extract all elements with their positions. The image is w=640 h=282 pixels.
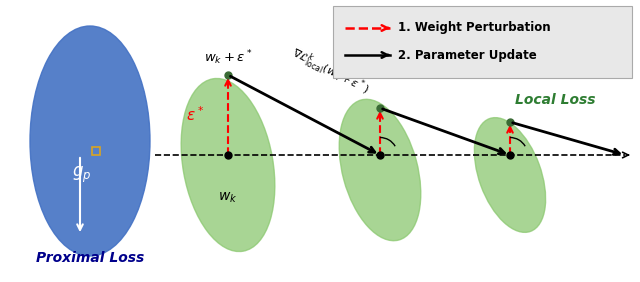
- Text: Proximal Loss: Proximal Loss: [36, 251, 144, 265]
- Text: Local Loss: Local Loss: [515, 93, 595, 107]
- Text: $w_k$: $w_k$: [218, 191, 237, 205]
- Ellipse shape: [181, 78, 275, 252]
- Ellipse shape: [474, 118, 546, 232]
- Text: $\nabla\mathcal{L}^k_{\mathrm{local}}(w_k+\epsilon^*)$: $\nabla\mathcal{L}^k_{\mathrm{local}}(w_…: [288, 44, 372, 100]
- Text: 1. Weight Perturbation: 1. Weight Perturbation: [398, 21, 550, 34]
- Text: $g_p$: $g_p$: [72, 165, 92, 185]
- Text: $w_k + \epsilon^*$: $w_k + \epsilon^*$: [204, 49, 252, 67]
- Ellipse shape: [339, 99, 420, 241]
- Ellipse shape: [30, 26, 150, 256]
- Text: 2. Parameter Update: 2. Parameter Update: [398, 49, 537, 61]
- FancyBboxPatch shape: [333, 6, 632, 78]
- Text: $\epsilon^*$: $\epsilon^*$: [186, 106, 204, 124]
